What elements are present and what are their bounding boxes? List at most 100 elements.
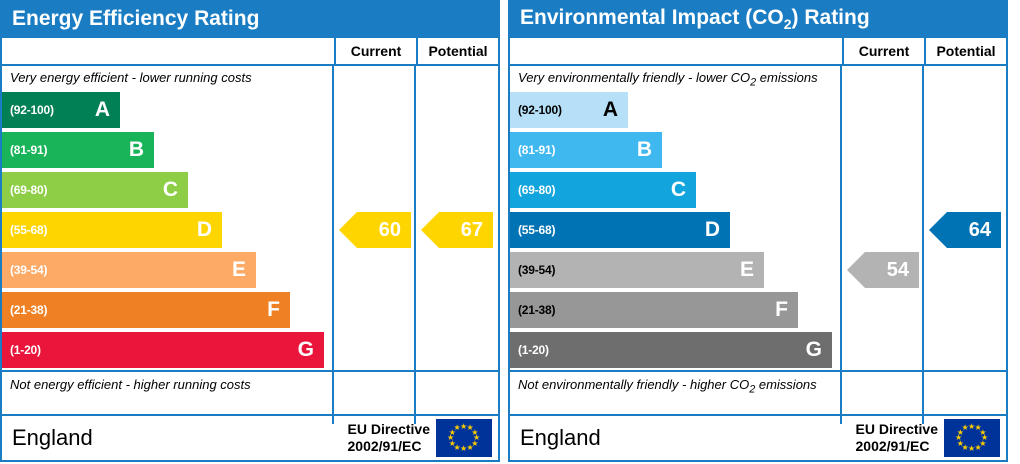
band-f-range: (21-38) xyxy=(10,303,48,317)
band-d-range: (55-68) xyxy=(10,223,48,237)
divider-line-current xyxy=(840,66,842,424)
co2-eu-directive: EU Directive 2002/91/EC xyxy=(856,421,944,455)
energy-current-column: 60 xyxy=(334,66,416,424)
band-a-letter: A xyxy=(602,98,618,121)
energy-potential-header: Potential xyxy=(416,38,498,64)
band-row: (55-68) D xyxy=(510,210,1006,250)
band-g-range: (1-20) xyxy=(10,343,41,357)
band-b-range: (81-91) xyxy=(518,143,556,157)
band-e-range: (39-54) xyxy=(10,263,48,277)
co2-potential-header: Potential xyxy=(924,38,1006,64)
band-row: (69-80) C xyxy=(2,170,498,210)
band-f: (21-38) F xyxy=(2,292,290,328)
band-b-range: (81-91) xyxy=(10,143,48,157)
band-e: (39-54) E xyxy=(510,252,764,288)
band-c-letter: C xyxy=(162,178,178,201)
band-d: (55-68) D xyxy=(510,212,730,248)
band-d-letter: D xyxy=(704,218,720,241)
band-row: (21-38) F xyxy=(510,290,1006,330)
band-row: (55-68) D xyxy=(2,210,498,250)
energy-current-rating-arrow: 60 xyxy=(339,212,411,248)
energy-country-label: England xyxy=(12,425,93,450)
band-g-letter: G xyxy=(297,338,314,361)
band-b: (81-91) B xyxy=(510,132,662,168)
eu-flag-icon: ★ ★ ★ ★ ★ ★ ★ ★ ★ ★ ★ ★ xyxy=(944,419,1000,457)
co2-footer: England EU Directive 2002/91/EC ★ ★ ★ ★ ★ ★ ★ ★… xyxy=(510,414,1006,460)
band-d: (55-68) D xyxy=(2,212,222,248)
environmental-impact-panel: Environmental Impact (CO2) Rating Curren… xyxy=(508,0,1008,464)
band-row: (81-91) B xyxy=(510,130,1006,170)
energy-chart: Current Potential Very energy efficient … xyxy=(0,38,500,462)
band-f-letter: F xyxy=(267,298,280,321)
band-row: (92-100) A xyxy=(2,90,498,130)
band-a-range: (92-100) xyxy=(10,103,54,117)
band-e-letter: E xyxy=(739,258,754,281)
band-e: (39-54) E xyxy=(2,252,256,288)
band-row: (39-54) E xyxy=(2,250,498,290)
header-spacer xyxy=(2,38,334,64)
band-g: (1-20) G xyxy=(2,332,324,368)
band-row: (92-100) A xyxy=(510,90,1006,130)
co2-potential-rating-arrow: 64 xyxy=(929,212,1001,248)
co2-country-label: England xyxy=(520,425,601,450)
co2-chart-body: Very environmentally friendly - lower CO… xyxy=(510,66,1006,424)
energy-top-caption: Very energy efficient - lower running co… xyxy=(10,70,252,85)
energy-footer: England EU Directive 2002/91/EC ★ ★ ★ ★ ★ ★ ★ ★… xyxy=(2,414,498,460)
energy-chart-body: Very energy efficient - lower running co… xyxy=(2,66,498,424)
energy-panel-title: Energy Efficiency Rating xyxy=(0,0,500,38)
eu-directive-line2: 2002/91/EC xyxy=(347,438,422,454)
band-a: (92-100) A xyxy=(2,92,120,128)
co2-current-column: 54 xyxy=(842,66,924,424)
energy-bands: (92-100) A (81-91) B (69-80) C (55-68) D (39… xyxy=(2,90,498,370)
co2-current-header: Current xyxy=(842,38,924,64)
co2-column-headers: Current Potential xyxy=(510,38,1006,66)
eu-directive-line1: EU Directive xyxy=(855,421,938,437)
energy-column-headers: Current Potential xyxy=(2,38,498,66)
eu-directive-line2: 2002/91/EC xyxy=(855,438,930,454)
band-row: (1-20) G xyxy=(2,330,498,370)
band-g-letter: G xyxy=(805,338,822,361)
band-a-letter: A xyxy=(94,98,110,121)
co2-current-rating-arrow: 54 xyxy=(847,252,919,288)
band-c: (69-80) C xyxy=(2,172,188,208)
co2-bands: (92-100) A (81-91) B (69-80) C (55-68) D (39… xyxy=(510,90,1006,370)
band-a: (92-100) A xyxy=(510,92,628,128)
energy-potential-rating-arrow: 67 xyxy=(421,212,493,248)
co2-potential-column: 64 xyxy=(924,66,1006,424)
band-c: (69-80) C xyxy=(510,172,696,208)
band-c-range: (69-80) xyxy=(518,183,556,197)
band-b-letter: B xyxy=(128,138,144,161)
eu-flag-icon: ★ ★ ★ ★ ★ ★ ★ ★ ★ ★ ★ ★ xyxy=(436,419,492,457)
divider-line-potential xyxy=(922,66,924,424)
band-f-range: (21-38) xyxy=(518,303,556,317)
band-b-letter: B xyxy=(636,138,652,161)
band-g: (1-20) G xyxy=(510,332,832,368)
band-c-range: (69-80) xyxy=(10,183,48,197)
energy-eu-directive: EU Directive 2002/91/EC xyxy=(348,421,436,455)
energy-potential-column: 67 xyxy=(416,66,498,424)
band-e-letter: E xyxy=(231,258,246,281)
band-e-range: (39-54) xyxy=(518,263,556,277)
co2-bottom-caption: Not environmentally friendly - higher CO… xyxy=(510,370,1006,396)
divider-line-potential xyxy=(414,66,416,424)
co2-chart: Current Potential Very environmentally f… xyxy=(508,38,1008,462)
band-row: (1-20) G xyxy=(510,330,1006,370)
energy-bottom-caption: Not energy efficient - higher running co… xyxy=(2,370,498,396)
co2-top-caption: Very environmentally friendly - lower CO… xyxy=(518,70,818,89)
band-b: (81-91) B xyxy=(2,132,154,168)
band-g-range: (1-20) xyxy=(518,343,549,357)
band-f: (21-38) F xyxy=(510,292,798,328)
band-row: (69-80) C xyxy=(510,170,1006,210)
eu-directive-line1: EU Directive xyxy=(347,421,430,437)
band-row: (81-91) B xyxy=(2,130,498,170)
header-spacer xyxy=(510,38,842,64)
band-d-range: (55-68) xyxy=(518,223,556,237)
band-c-letter: C xyxy=(670,178,686,201)
co2-panel-title: Environmental Impact (CO2) Rating xyxy=(508,0,1008,38)
divider-line-current xyxy=(332,66,334,424)
band-d-letter: D xyxy=(196,218,212,241)
band-a-range: (92-100) xyxy=(518,103,562,117)
band-row: (39-54) E xyxy=(510,250,1006,290)
band-f-letter: F xyxy=(775,298,788,321)
